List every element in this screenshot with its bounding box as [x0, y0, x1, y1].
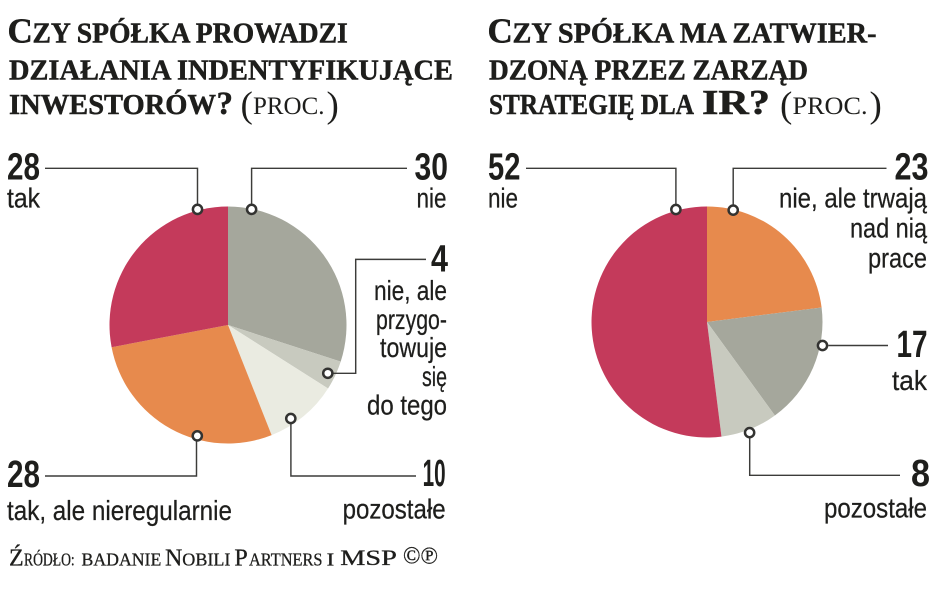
svg-text:nad nią: nad nią — [850, 213, 927, 244]
svg-text:nie, ale trwają: nie, ale trwają — [779, 183, 927, 214]
svg-text:52: 52 — [488, 146, 520, 188]
svg-text:OBILI: OBILI — [182, 550, 230, 570]
svg-text:): ) — [327, 85, 339, 126]
svg-text:?: ? — [217, 86, 234, 122]
svg-text:ZY SPÓŁKA MA ZATWIER-: ZY SPÓŁKA MA ZATWIER- — [513, 16, 877, 49]
svg-text:28: 28 — [7, 146, 40, 188]
svg-text:nie: nie — [417, 182, 447, 213]
svg-text:(: ( — [780, 85, 792, 126]
svg-text:8: 8 — [911, 453, 930, 495]
svg-text:pozostałe: pozostałe — [343, 494, 446, 525]
svg-text:28: 28 — [7, 454, 40, 496]
svg-text:30: 30 — [415, 146, 449, 188]
svg-text:BADANIE: BADANIE — [82, 550, 162, 570]
svg-text:4: 4 — [431, 239, 448, 281]
svg-text:C: C — [488, 11, 513, 50]
svg-text:RÓDŁO:: RÓDŁO: — [24, 550, 75, 570]
svg-text:tak, ale nieregularnie: tak, ale nieregularnie — [7, 495, 232, 526]
svg-text:towuje: towuje — [380, 332, 447, 363]
svg-text:): ) — [870, 85, 882, 126]
svg-text:I: I — [327, 550, 335, 570]
svg-text:pozostałe: pozostałe — [824, 493, 927, 524]
svg-text:23: 23 — [895, 146, 929, 188]
svg-text:©℗: ©℗ — [403, 544, 438, 570]
svg-text:ZY SPÓŁKA PROWADZI: ZY SPÓŁKA PROWADZI — [33, 16, 348, 49]
svg-text:PROC.: PROC. — [253, 91, 325, 120]
svg-text:prace: prace — [868, 243, 927, 274]
svg-text:DZONĄ PRZEZ ZARZĄD: DZONĄ PRZEZ ZARZĄD — [489, 55, 808, 86]
svg-text:tak: tak — [892, 365, 928, 396]
svg-text:17: 17 — [897, 324, 928, 366]
svg-text:przygo-: przygo- — [376, 304, 447, 335]
svg-text:tak: tak — [7, 183, 41, 214]
svg-text:10: 10 — [423, 453, 446, 495]
svg-text:N: N — [165, 546, 182, 572]
svg-text:C: C — [8, 11, 33, 50]
svg-text:INWESTORÓW: INWESTORÓW — [9, 88, 216, 121]
svg-text:(: ( — [241, 85, 253, 126]
svg-text:P: P — [234, 546, 247, 572]
svg-text:się: się — [422, 361, 447, 392]
svg-text:STRATEGIĘ DLA: STRATEGIĘ DLA — [489, 90, 694, 121]
svg-text:nie, ale: nie, ale — [374, 275, 447, 306]
svg-text:IR?: IR? — [702, 83, 770, 122]
svg-text:PROC.: PROC. — [793, 91, 868, 120]
svg-text:do tego: do tego — [367, 390, 447, 421]
svg-text:MSP: MSP — [340, 545, 397, 570]
svg-text:DZIAŁANIA INDENTYFIKUJĄCE: DZIAŁANIA INDENTYFIKUJĄCE — [9, 55, 453, 86]
svg-text:Ź: Ź — [9, 546, 24, 572]
svg-text:ARTNERS: ARTNERS — [249, 550, 323, 570]
svg-text:nie: nie — [488, 182, 518, 213]
